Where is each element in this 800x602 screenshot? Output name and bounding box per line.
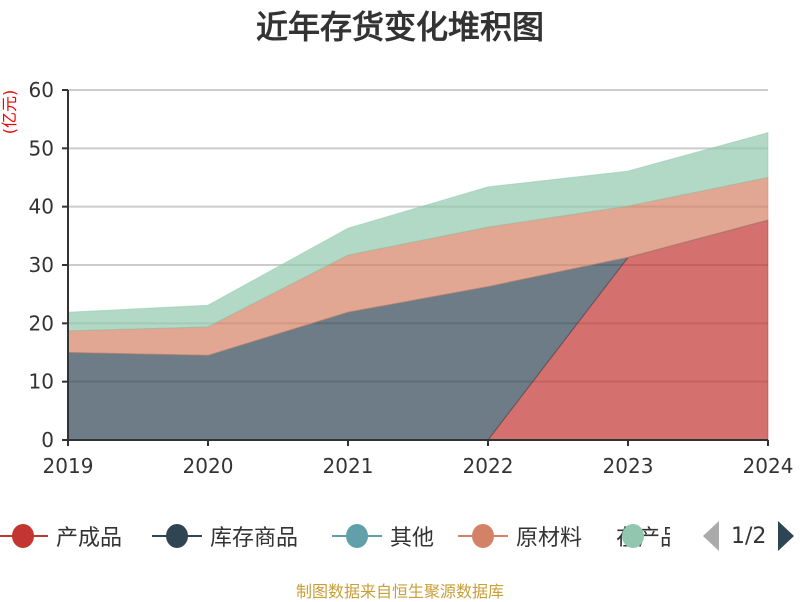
y-tick-label: 60 [29,78,54,102]
y-axis-unit: (亿元) [0,90,19,135]
x-tick-label: 2019 [43,454,94,478]
legend-marker-icon [152,524,202,548]
legend-marker-icon [458,524,508,548]
x-tick-label: 2020 [183,454,234,478]
legend-item[interactable]: 原材料 [458,518,582,554]
data-source-note: 制图数据来自恒生聚源数据库 [295,582,504,601]
legend-marker-icon [332,524,382,548]
area-在产品 [67,131,769,332]
legend-prev-page-icon[interactable] [703,521,719,551]
legend-item[interactable]: 产成品 [0,518,122,554]
y-tick-label: 10 [29,370,54,394]
y-tick-label: 40 [29,195,54,219]
x-tick-label: 2021 [323,454,374,478]
legend-item[interactable]: 库存商品 [152,518,298,554]
legend-pager: 1/2 [703,520,795,552]
legend-item[interactable]: 在产品 [608,518,670,554]
legend-label: 原材料 [516,526,583,551]
x-tick-label: 2022 [463,454,514,478]
legend: 产成品 库存商品 其他 原材料在产品 [0,518,700,554]
legend-marker-icon [0,524,48,548]
y-tick-label: 20 [29,311,54,335]
legend-page-indicator: 1/2 [731,523,767,549]
y-tick-label: 50 [29,136,54,160]
chart-title: 近年存货变化堆积图 [256,8,544,46]
y-tick-label: 0 [41,428,54,452]
chart-area: 近年存货变化堆积图 (亿元) 0 10 20 30 40 50 60 2019 2020 2021… [0,8,794,478]
legend-label: 产成品 [56,526,123,551]
legend-label: 库存商品 [210,526,299,551]
legend-next-page-icon[interactable] [778,521,795,551]
x-tick-label: 2024 [743,454,794,478]
legend-item[interactable]: 其他 [332,518,434,554]
x-tick-label: 2023 [603,454,654,478]
y-tick-label: 30 [29,253,54,277]
legend-label: 其他 [390,526,435,551]
